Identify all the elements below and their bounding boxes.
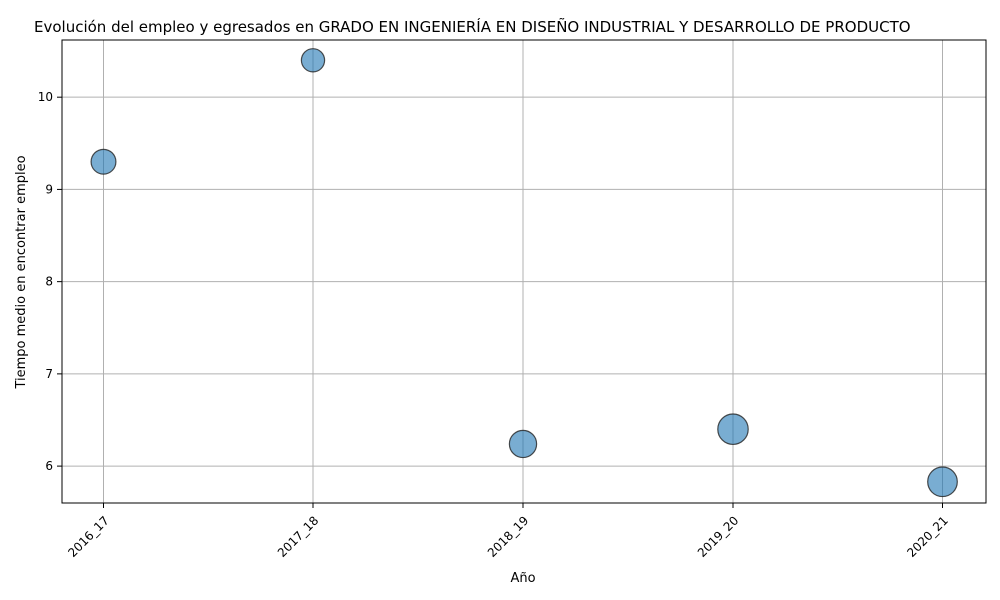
x-tick-label: 2017_18 (275, 513, 322, 560)
bubbles (90, 48, 958, 498)
chart-title: Evolución del empleo y egresados en GRAD… (34, 17, 911, 36)
y-tick-label: 8 (45, 275, 53, 289)
y-tick-label: 6 (45, 459, 53, 473)
grid (62, 40, 986, 503)
x-tick-label: 2020_21 (904, 513, 951, 560)
y-axis-label: Tiempo medio en encontrar empleo (14, 155, 29, 389)
data-point (927, 466, 958, 498)
ticks: 2016_17 2017_18 2018_19 2019_20 2020_21 6 7 8 9 1… (38, 90, 951, 560)
x-axis-label: Año (510, 571, 535, 586)
x-tick-label: 2016_17 (65, 513, 112, 560)
data-point (300, 48, 326, 73)
y-tick-label: 9 (45, 182, 53, 196)
plot-frame (61, 39, 987, 504)
y-tick-label: 7 (45, 367, 53, 381)
data-point (90, 148, 117, 175)
data-point (508, 429, 538, 459)
x-tick-label: 2018_19 (485, 513, 532, 560)
data-point (717, 413, 749, 446)
x-tick-label: 2019_20 (695, 513, 742, 560)
y-tick-label: 10 (38, 90, 53, 104)
